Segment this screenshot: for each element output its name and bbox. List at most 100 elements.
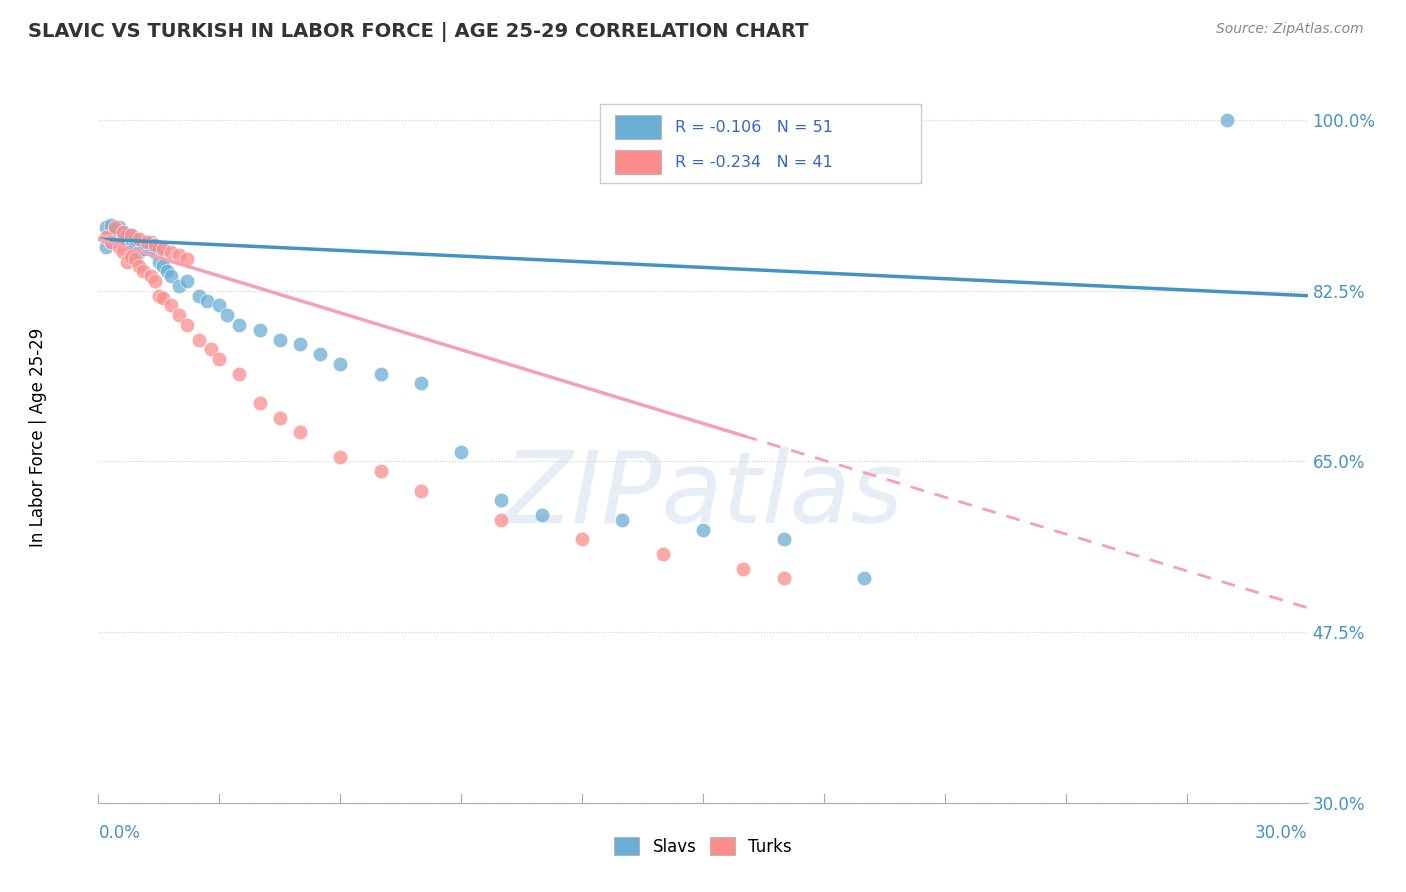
Point xyxy=(124,252,146,266)
Point xyxy=(115,228,138,243)
Point xyxy=(107,220,129,235)
Text: R = -0.234   N = 41: R = -0.234 N = 41 xyxy=(675,155,832,170)
Point xyxy=(124,240,146,254)
Point xyxy=(228,318,250,332)
Point xyxy=(249,396,271,410)
Point xyxy=(132,242,155,256)
Point xyxy=(195,293,218,308)
FancyBboxPatch shape xyxy=(614,115,661,139)
FancyBboxPatch shape xyxy=(614,151,661,175)
Point xyxy=(651,547,673,561)
Point xyxy=(167,248,190,262)
Point xyxy=(139,237,162,252)
Point xyxy=(733,562,755,576)
Point xyxy=(96,230,118,244)
Point xyxy=(409,483,432,498)
Point xyxy=(152,291,174,305)
Point xyxy=(103,220,125,235)
Point xyxy=(188,333,211,347)
Point xyxy=(135,238,157,252)
Point xyxy=(148,254,170,268)
Point xyxy=(111,244,134,259)
Point xyxy=(120,228,142,243)
Point xyxy=(120,250,142,264)
Text: SLAVIC VS TURKISH IN LABOR FORCE | AGE 25-29 CORRELATION CHART: SLAVIC VS TURKISH IN LABOR FORCE | AGE 2… xyxy=(28,22,808,42)
Point xyxy=(692,523,714,537)
Point xyxy=(530,508,553,522)
Point xyxy=(208,298,231,312)
Point xyxy=(128,244,150,259)
Point xyxy=(288,337,311,351)
Point xyxy=(100,235,122,249)
Point xyxy=(143,274,166,288)
Point xyxy=(571,533,593,547)
Point xyxy=(491,513,513,527)
Point xyxy=(329,357,352,371)
Point xyxy=(309,347,332,361)
Point xyxy=(103,222,125,236)
FancyBboxPatch shape xyxy=(600,104,921,183)
Point xyxy=(128,232,150,246)
Point xyxy=(370,367,392,381)
Point xyxy=(111,230,134,244)
Point xyxy=(200,343,222,357)
Point xyxy=(167,279,190,293)
Point xyxy=(139,269,162,284)
Text: ZIPatlas: ZIPatlas xyxy=(503,447,903,544)
Point xyxy=(370,464,392,478)
Point xyxy=(96,220,118,235)
Point xyxy=(1216,113,1239,128)
Point xyxy=(120,228,142,243)
Point xyxy=(329,450,352,464)
Point xyxy=(208,352,231,367)
Point xyxy=(612,513,634,527)
Point xyxy=(100,235,122,249)
Point xyxy=(249,323,271,337)
Point xyxy=(491,493,513,508)
Point xyxy=(132,264,155,278)
Point xyxy=(139,235,162,249)
Point xyxy=(152,242,174,256)
Point xyxy=(160,244,183,259)
Point xyxy=(148,240,170,254)
Point xyxy=(217,308,239,322)
Point xyxy=(160,269,183,284)
Point xyxy=(107,225,129,239)
Point xyxy=(107,240,129,254)
Point xyxy=(115,235,138,249)
Point xyxy=(228,367,250,381)
Point xyxy=(167,308,190,322)
Point xyxy=(176,252,198,266)
Text: In Labor Force | Age 25-29: In Labor Force | Age 25-29 xyxy=(30,327,46,547)
Point xyxy=(96,240,118,254)
Point xyxy=(132,235,155,249)
Text: 30.0%: 30.0% xyxy=(1256,824,1308,842)
Point xyxy=(139,240,162,254)
Point xyxy=(148,288,170,302)
Point xyxy=(143,244,166,259)
Point xyxy=(124,232,146,246)
Point xyxy=(176,318,198,332)
Point xyxy=(772,533,794,547)
Point xyxy=(772,572,794,586)
Point xyxy=(128,260,150,274)
Point xyxy=(176,274,198,288)
Legend: Slavs, Turks: Slavs, Turks xyxy=(606,830,800,864)
Point xyxy=(188,288,211,302)
Point xyxy=(152,260,174,274)
Point xyxy=(853,572,876,586)
Text: Source: ZipAtlas.com: Source: ZipAtlas.com xyxy=(1216,22,1364,37)
Point xyxy=(160,298,183,312)
Point xyxy=(111,225,134,239)
Point xyxy=(156,264,179,278)
Text: R = -0.106   N = 51: R = -0.106 N = 51 xyxy=(675,120,834,136)
Point xyxy=(120,232,142,246)
Text: 0.0%: 0.0% xyxy=(98,824,141,842)
Point xyxy=(450,444,472,458)
Point xyxy=(269,410,291,425)
Point xyxy=(100,219,122,233)
Point xyxy=(143,238,166,252)
Point xyxy=(288,425,311,440)
Point xyxy=(103,230,125,244)
Point xyxy=(111,225,134,239)
